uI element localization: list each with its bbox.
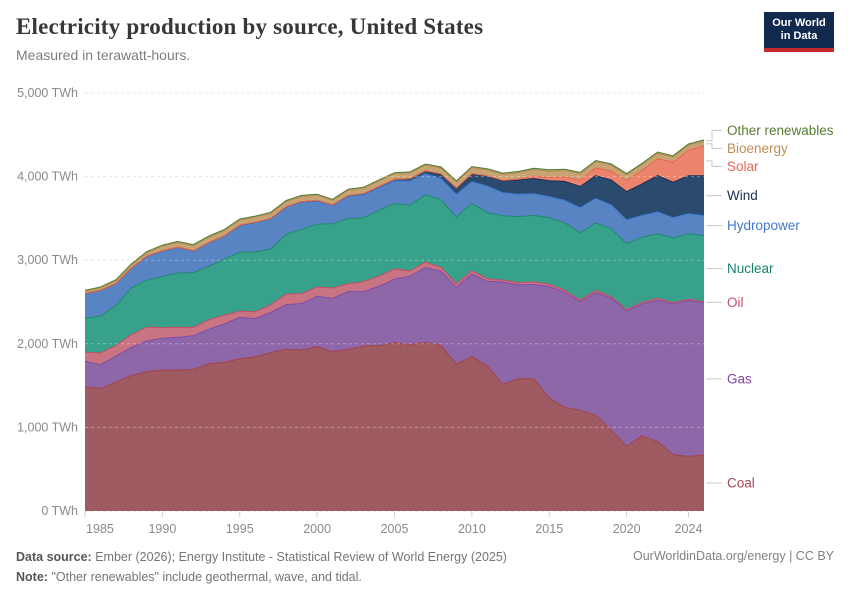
y-tick-label: 1,000 TWh <box>17 420 78 434</box>
note-line: Note: "Other renewables" include geother… <box>16 567 507 587</box>
data-source-label: Data source: <box>16 550 92 564</box>
y-axis: 0 TWh 1,000 TWh 2,000 TWh 3,000 TWh 4,000 TW… <box>17 86 78 518</box>
x-tick-label: 2015 <box>535 522 563 536</box>
x-tick-label: 1990 <box>148 522 176 536</box>
area-top-lines <box>84 139 705 457</box>
y-tick-label: 0 TWh <box>41 504 78 518</box>
legend-label-oil[interactable]: Oil <box>727 295 744 310</box>
legend-label-coal[interactable]: Coal <box>727 475 755 490</box>
y-tick-label: 4,000 TWh <box>17 170 78 184</box>
x-tick-label: 1995 <box>226 522 254 536</box>
y-tick-label: 5,000 TWh <box>17 86 78 100</box>
legend-connector-bioenergy <box>706 143 722 149</box>
y-tick-label: 2,000 TWh <box>17 337 78 351</box>
owid-logo-line2: in Data <box>780 30 818 42</box>
legend-label-gas[interactable]: Gas <box>727 371 752 386</box>
owid-logo[interactable]: Our World in Data <box>764 12 834 52</box>
legend-label-bioenergy[interactable]: Bioenergy <box>727 141 788 156</box>
area-hydropower[interactable] <box>85 173 704 319</box>
x-tick-label: 2024 <box>675 522 703 536</box>
gridlines-overlay <box>85 92 704 428</box>
page-title: Electricity production by source, United… <box>16 14 484 39</box>
area-nuclear[interactable] <box>85 194 704 353</box>
legend-label-solar[interactable]: Solar <box>727 159 759 174</box>
legend-connector-other-renewables <box>706 129 722 142</box>
x-tick-label: 2020 <box>613 522 641 536</box>
note-text: "Other renewables" include geothermal, w… <box>51 570 362 584</box>
chart-subtitle: Measured in terawatt-hours. <box>16 47 191 63</box>
y-tick-label: 3,000 TWh <box>17 253 78 267</box>
note-label: Note: <box>16 570 48 584</box>
legend-label-wind[interactable]: Wind <box>727 188 758 203</box>
x-tick-label: 2005 <box>381 522 409 536</box>
legend-label-nuclear[interactable]: Nuclear <box>727 261 774 276</box>
legend-label-hydropower[interactable]: Hydropower <box>727 218 800 233</box>
footer: Data source: Ember (2026); Energy Instit… <box>16 547 507 587</box>
data-source-line: Data source: Ember (2026); Energy Instit… <box>16 547 507 567</box>
x-axis: 1985 1990 1995 2000 2005 2010 2015 2020 2024 <box>84 512 703 536</box>
owid-logo-line1: Our World <box>772 17 826 29</box>
data-source-text: Ember (2026); Energy Institute - Statist… <box>95 550 507 564</box>
credit-link[interactable]: OurWorldinData.org/energy | CC BY <box>632 549 834 563</box>
legend-label-other-renewables[interactable]: Other renewables <box>727 123 834 138</box>
x-tick-label: 2000 <box>303 522 331 536</box>
x-tick-label: 1985 <box>86 522 114 536</box>
area-series <box>85 139 704 512</box>
legend: Other renewables Bioenergy Solar Wind Hydrop… <box>706 123 834 490</box>
area-coal[interactable] <box>85 342 704 512</box>
legend-connector-solar <box>706 160 722 167</box>
area-gas[interactable] <box>85 267 704 457</box>
x-tick-label: 2010 <box>458 522 486 536</box>
